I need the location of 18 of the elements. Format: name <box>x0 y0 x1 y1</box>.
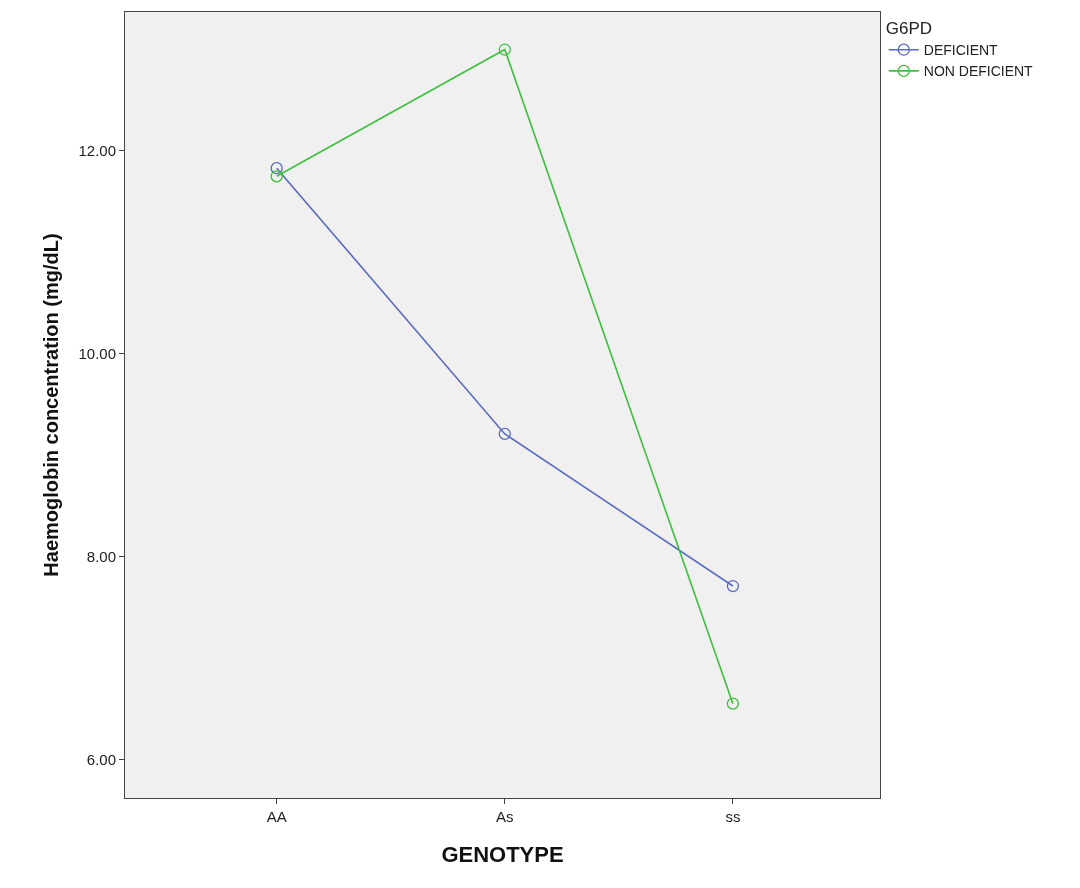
point <box>726 697 740 710</box>
x-tick-label: AA <box>266 808 287 825</box>
y-tick-label: 10.00 <box>78 345 116 363</box>
y-tick-label: 12.00 <box>78 142 116 160</box>
point <box>270 170 283 183</box>
x-axis-title: GENOTYPE <box>441 841 564 867</box>
point <box>498 427 511 441</box>
legend-label: DEFICIENT <box>923 42 999 59</box>
y-tick-label: 6.00 <box>86 750 116 768</box>
point <box>270 162 283 175</box>
point <box>498 43 511 56</box>
x-tick-label: As <box>496 808 514 825</box>
legend-title: G6PD <box>885 19 933 39</box>
y-axis-title: Haemoglobin concentration (mg/dL) <box>39 233 62 577</box>
y-tick-label: 8.00 <box>86 547 116 565</box>
x-tick-label: ss <box>725 808 741 825</box>
legend-label: NON DEFICIENT <box>923 63 1034 80</box>
point <box>726 579 740 593</box>
